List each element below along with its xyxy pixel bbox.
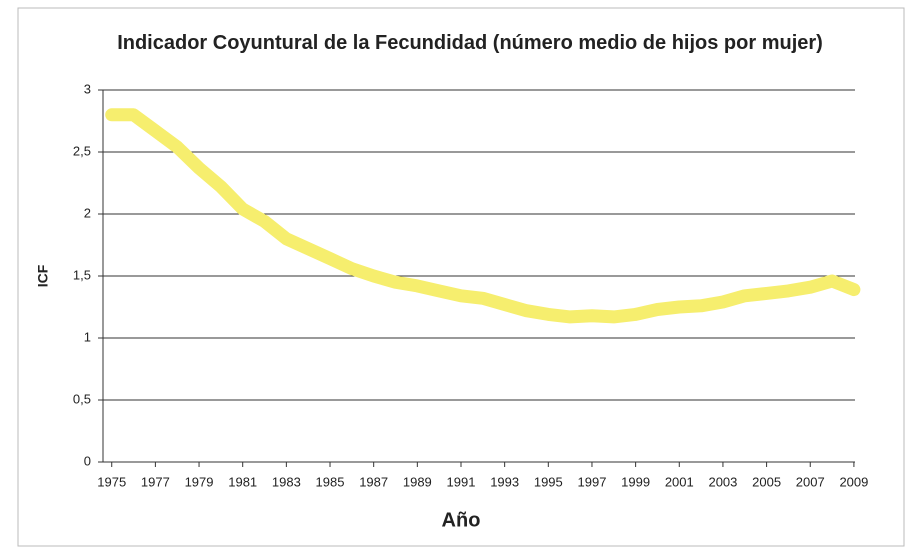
x-tick-label: 2005 <box>752 474 781 489</box>
x-axis-label: Año <box>442 509 481 531</box>
x-tick-label: 1979 <box>185 474 214 489</box>
data-line <box>105 108 861 324</box>
x-tick-label: 1999 <box>621 474 650 489</box>
y-tick-label: 1 <box>84 329 91 344</box>
chart-frame <box>17 7 905 547</box>
x-tick-label: 2001 <box>665 474 694 489</box>
x-tick-label: 1985 <box>316 474 345 489</box>
x-tick-label: 1995 <box>534 474 563 489</box>
x-tick-label: 1989 <box>403 474 432 489</box>
x-tick-label: 1997 <box>578 474 607 489</box>
y-tick-label: 2,5 <box>73 143 91 158</box>
x-tick-label: 1983 <box>272 474 301 489</box>
x-tick-label: 1981 <box>228 474 257 489</box>
x-tick-label: 2009 <box>839 474 868 489</box>
y-tick-label: 0,5 <box>73 391 91 406</box>
y-tick-label: 3 <box>84 81 91 96</box>
x-tick-label: 1991 <box>447 474 476 489</box>
x-tick-label: 1975 <box>97 474 126 489</box>
x-tick-label: 1993 <box>490 474 519 489</box>
chart-title: Indicador Coyuntural de la Fecundidad (n… <box>117 32 823 54</box>
x-tick-label: 1977 <box>141 474 170 489</box>
y-axis-label: ICF <box>35 264 51 287</box>
x-tick-label: 2007 <box>796 474 825 489</box>
y-tick-label: 1,5 <box>73 267 91 282</box>
y-tick-label: 2 <box>84 205 91 220</box>
x-tick-label: 1987 <box>359 474 388 489</box>
x-tick-label: 2003 <box>708 474 737 489</box>
y-tick-label: 0 <box>84 453 91 468</box>
